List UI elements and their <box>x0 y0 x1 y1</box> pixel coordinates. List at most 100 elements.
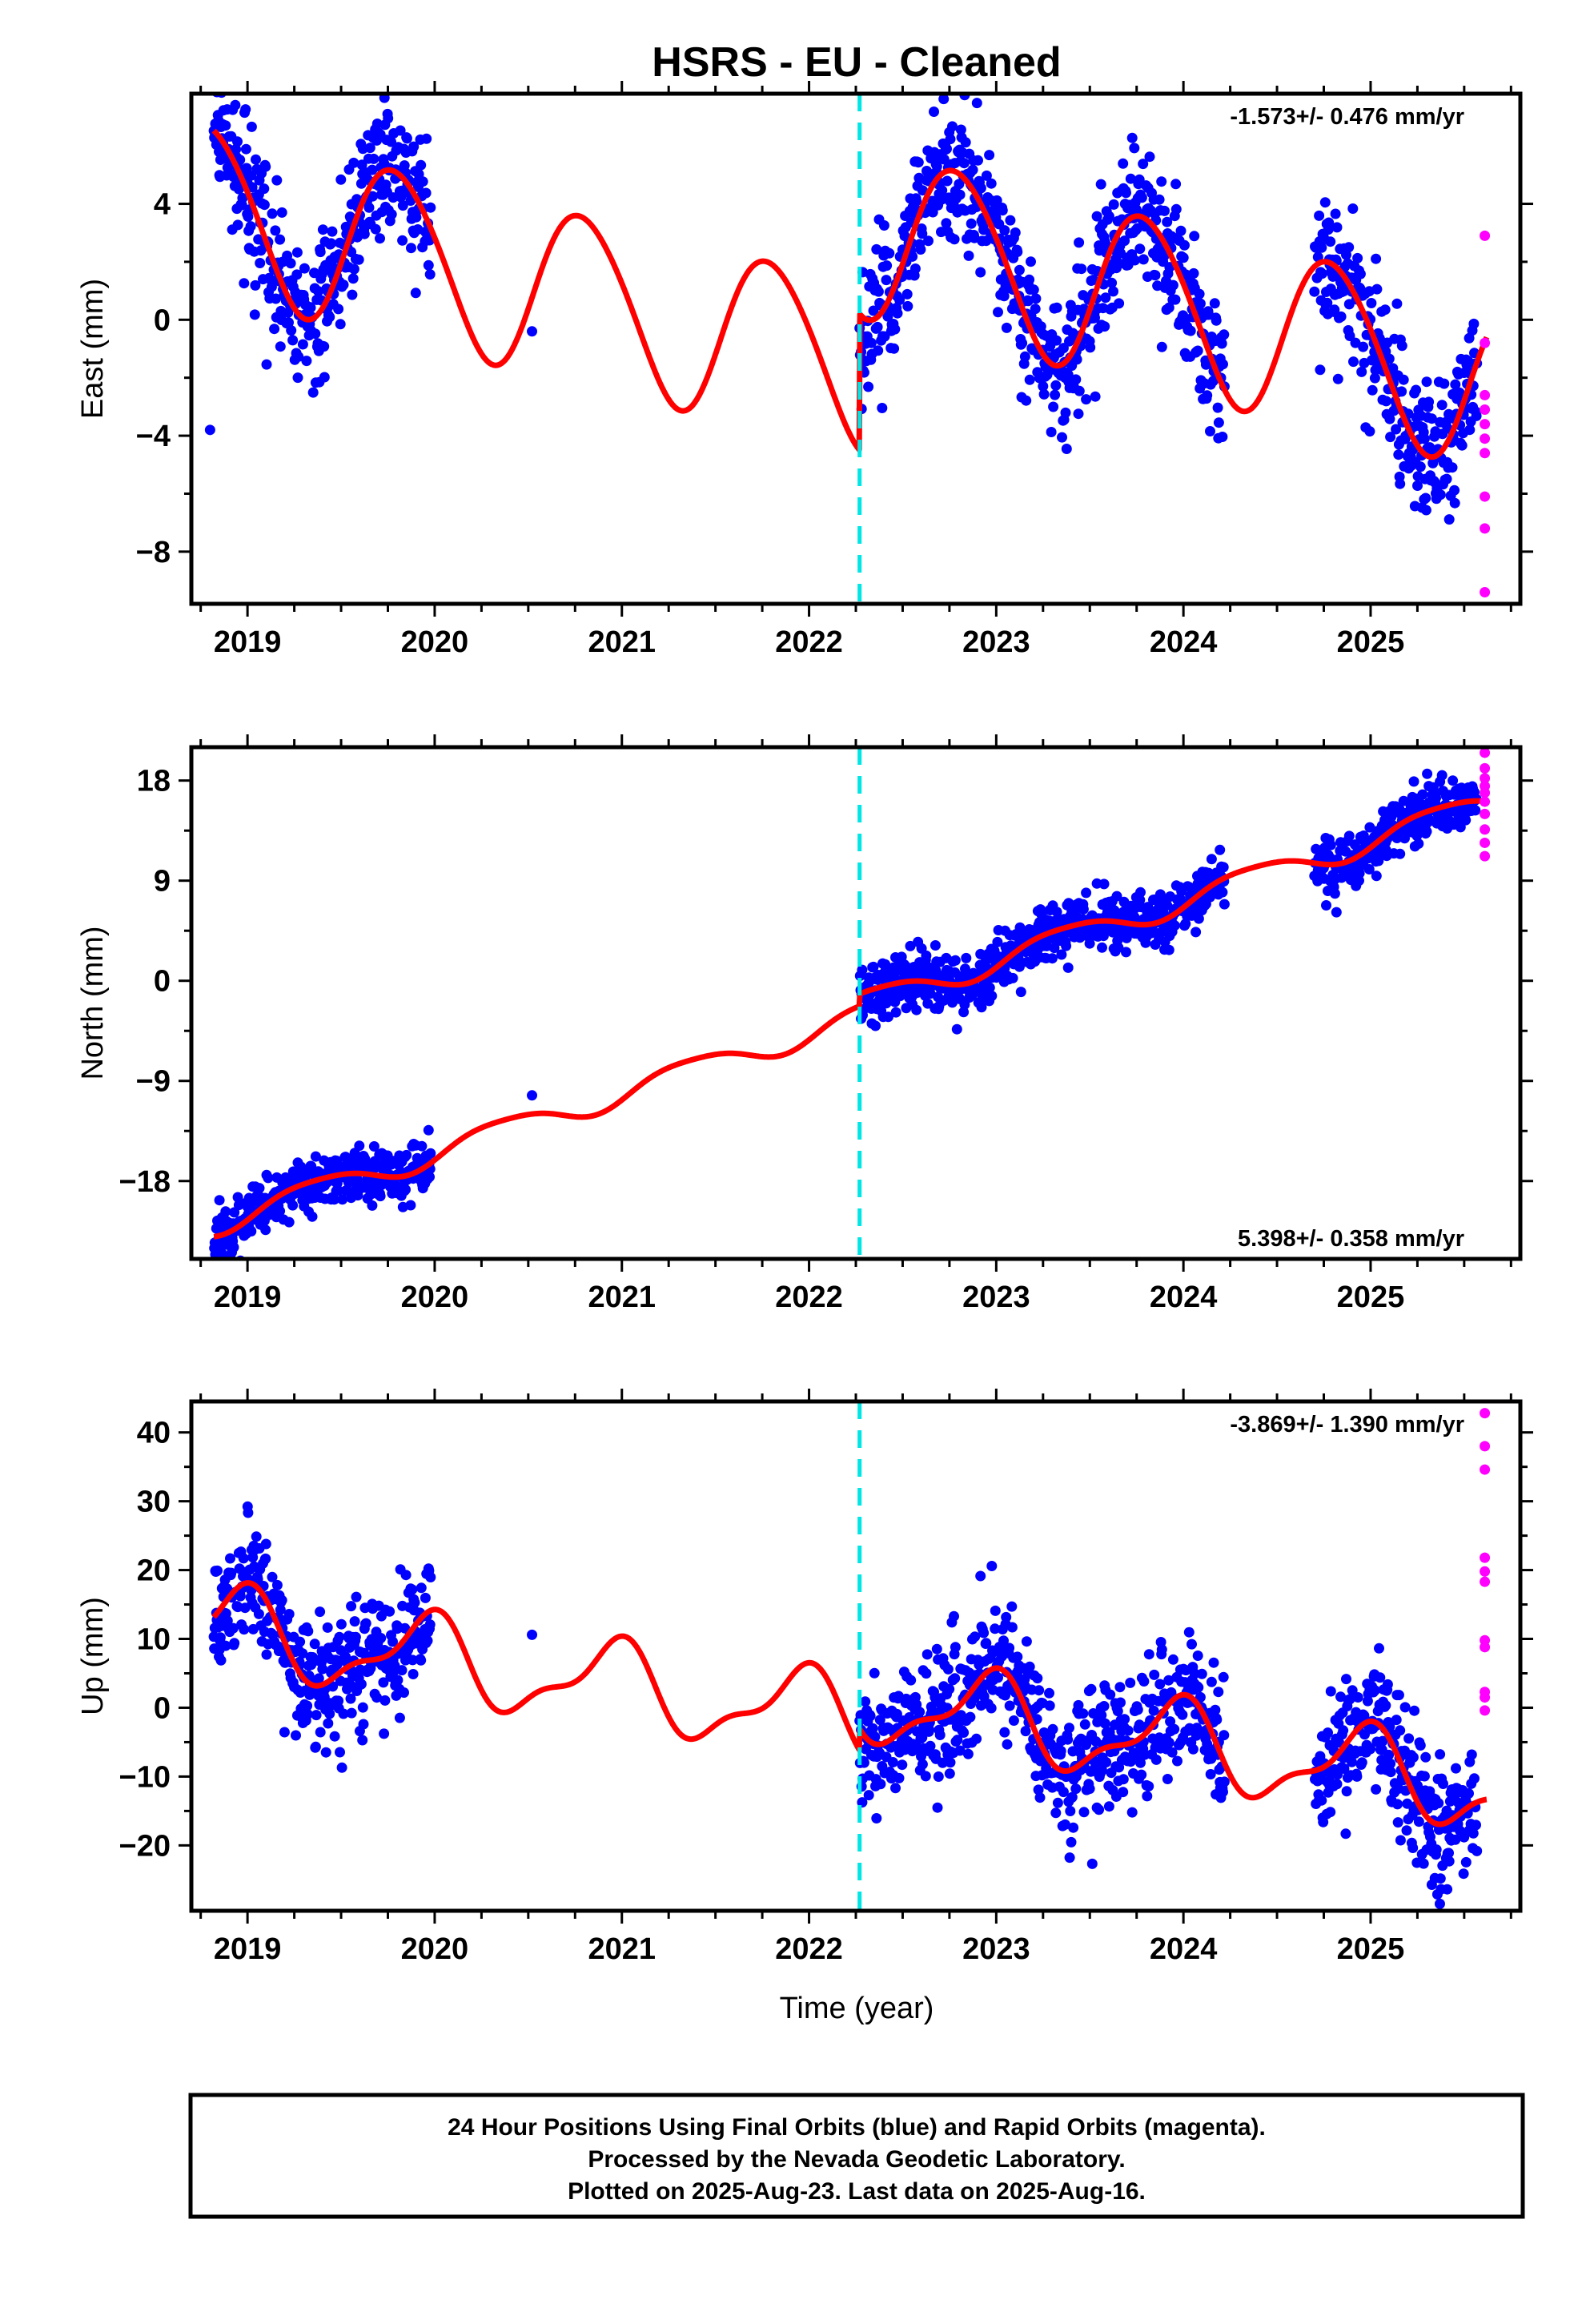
up-final-point <box>387 1636 398 1647</box>
up-final-point <box>1078 1807 1090 1818</box>
up-rapid-point <box>1480 1692 1491 1703</box>
up-final-point <box>933 1771 944 1782</box>
east-final-point <box>423 259 434 271</box>
up-final-point <box>327 1681 339 1692</box>
east-final-point <box>1095 179 1106 190</box>
east-final-point <box>937 185 948 196</box>
east-final-point <box>1412 480 1423 491</box>
east-final-point <box>230 99 241 111</box>
north-final-point <box>337 1194 348 1205</box>
east-final-point <box>410 287 421 299</box>
east-final-point <box>250 279 261 291</box>
east-final-point <box>894 295 905 305</box>
up-final-point <box>925 1740 936 1751</box>
east-final-point <box>368 153 379 164</box>
east-final-point <box>881 260 893 271</box>
up-final-point <box>1186 1638 1197 1650</box>
up-final-point <box>1347 1756 1357 1767</box>
east-final-point <box>1332 373 1343 384</box>
east-final-point <box>212 82 223 93</box>
east-final-point <box>375 233 385 244</box>
north-final-point <box>375 1191 386 1202</box>
up-final-point <box>1103 1801 1114 1812</box>
up-final-point <box>1392 1817 1403 1828</box>
north-rapid-point <box>1480 773 1491 784</box>
east-final-point <box>1443 514 1455 525</box>
up-final-point <box>422 1635 433 1647</box>
up-final-point <box>865 1711 876 1722</box>
east-final-point <box>1050 389 1061 400</box>
up-final-point <box>371 1692 383 1703</box>
up-rapid-point <box>1480 1642 1491 1653</box>
up-final-point <box>950 1673 961 1684</box>
up-final-point <box>986 1703 997 1714</box>
up-final-point <box>1099 1718 1110 1729</box>
north-final-point <box>1078 903 1089 915</box>
east-final-point <box>1021 395 1032 406</box>
east-final-point <box>1179 239 1190 251</box>
footer-line-1: 24 Hour Positions Using Final Orbits (bl… <box>448 2114 1266 2141</box>
up-final-point <box>1369 1685 1380 1696</box>
north-final-point <box>263 1172 274 1184</box>
east-final-point <box>1024 274 1035 285</box>
up-final-point <box>1323 1727 1333 1739</box>
up-final-point <box>399 1687 409 1698</box>
up-final-point <box>998 1635 1009 1647</box>
up-final-point <box>1169 1723 1180 1735</box>
up-final-point <box>937 1757 948 1768</box>
east-final-point <box>420 187 432 199</box>
east-final-point <box>975 267 986 278</box>
east-final-point <box>259 199 270 211</box>
east-final-point <box>232 219 243 231</box>
north-rate-label: 5.398+/- 0.358 mm/yr <box>1238 1226 1464 1252</box>
up-final-point <box>1331 1779 1343 1790</box>
east-final-point <box>220 73 231 83</box>
up-final-point <box>897 1759 908 1771</box>
east-final-point <box>1118 158 1129 169</box>
up-final-point <box>408 1669 419 1679</box>
up-final-point <box>225 1553 235 1564</box>
east-final-point <box>889 343 900 354</box>
north-final-point <box>1395 848 1406 859</box>
north-final-point <box>1111 891 1122 902</box>
up-final-point <box>235 1590 246 1602</box>
up-final-point <box>1012 1651 1023 1663</box>
up-final-point <box>1088 1708 1099 1719</box>
x-axis-label: Time (year) <box>780 1992 934 2025</box>
east-final-point <box>348 157 359 168</box>
up-x-tick-label: 2020 <box>401 1932 469 1966</box>
east-final-point <box>1211 315 1222 326</box>
up-final-point <box>329 1731 340 1742</box>
east-final-point <box>347 289 358 300</box>
up-final-point <box>1205 1769 1216 1779</box>
up-final-point <box>346 1707 357 1719</box>
up-final-point <box>1434 1898 1445 1909</box>
up-final-point <box>1384 1721 1395 1732</box>
east-final-point <box>1352 252 1363 263</box>
east-final-point <box>1090 391 1101 402</box>
up-final-point <box>1101 1757 1112 1767</box>
up-final-point <box>323 1718 334 1729</box>
east-final-point <box>931 161 942 172</box>
up-final-point <box>971 1733 982 1744</box>
up-final-point <box>874 1715 885 1726</box>
east-final-point <box>1050 380 1062 391</box>
north-rapid-point <box>1480 850 1491 862</box>
east-final-point <box>1356 366 1367 377</box>
up-final-point <box>860 1696 871 1707</box>
north-plot-area <box>209 747 1491 1259</box>
north-final-point <box>423 1124 434 1136</box>
east-final-point <box>335 319 346 330</box>
east-final-point <box>1057 432 1067 443</box>
up-final-point <box>350 1631 361 1642</box>
east-final-point <box>1108 199 1119 210</box>
north-final-point <box>1098 931 1109 942</box>
east-final-point <box>1436 400 1447 411</box>
up-final-point <box>875 1779 886 1790</box>
up-final-point <box>1136 1769 1147 1780</box>
north-x-tick-label: 2019 <box>214 1281 282 1314</box>
east-final-point <box>1030 304 1041 315</box>
up-final-point <box>890 1783 901 1794</box>
east-final-point <box>878 220 889 231</box>
north-y-tick-label: 0 <box>154 965 171 999</box>
